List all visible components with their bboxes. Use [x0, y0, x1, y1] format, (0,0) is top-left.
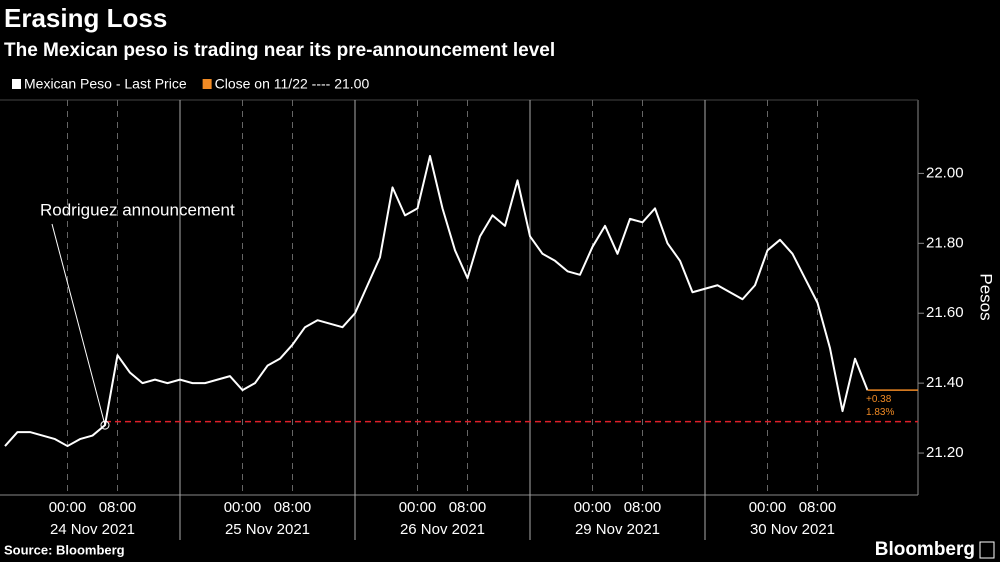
x-tick-label: 00:00 — [574, 499, 612, 516]
change-label: 1.83% — [866, 407, 894, 418]
chart-title: Erasing Loss — [4, 3, 167, 33]
brand-icon — [979, 541, 995, 559]
x-tick-label: 08:00 — [99, 499, 137, 516]
legend-swatch — [202, 79, 212, 89]
legend-label: Close on 11/22 ---- 21.00 — [215, 76, 370, 92]
x-tick-label: 08:00 — [624, 499, 662, 516]
y-tick-label: 21.60 — [926, 304, 964, 321]
brand: Bloomberg — [875, 539, 975, 560]
x-tick-label: 00:00 — [399, 499, 437, 516]
x-group-label: 24 Nov 2021 — [50, 521, 135, 538]
x-tick-label: 08:00 — [449, 499, 487, 516]
x-group-label: 25 Nov 2021 — [225, 521, 310, 538]
y-tick-label: 22.00 — [926, 164, 964, 181]
x-group-label: 26 Nov 2021 — [400, 521, 485, 538]
legend-swatch — [12, 79, 21, 89]
x-tick-label: 00:00 — [749, 499, 787, 516]
annotation: Rodriguez announcement — [40, 200, 235, 219]
y-axis-label: Pesos — [977, 273, 996, 320]
x-tick-label: 00:00 — [49, 499, 87, 516]
y-tick-label: 21.20 — [926, 444, 964, 461]
annotation-marker — [100, 420, 110, 430]
x-tick-label: 00:00 — [224, 499, 262, 516]
y-tick-label: 21.40 — [926, 374, 964, 391]
x-group-label: 29 Nov 2021 — [575, 521, 660, 538]
source: Source: Bloomberg — [4, 542, 125, 557]
annotation-leader — [51, 223, 106, 426]
y-tick-label: 21.80 — [926, 234, 964, 251]
legend-label: Mexican Peso - Last Price — [24, 76, 187, 92]
x-group-label: 30 Nov 2021 — [750, 521, 835, 538]
chart-subtitle: The Mexican peso is trading near its pre… — [4, 40, 555, 61]
x-tick-label: 08:00 — [799, 499, 837, 516]
x-tick-label: 08:00 — [274, 499, 312, 516]
change-label: +0.38 — [866, 394, 892, 405]
price-line — [4, 154, 869, 448]
